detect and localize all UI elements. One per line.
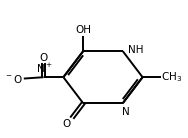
Text: O: O [39,53,48,63]
Text: OH: OH [75,25,91,35]
Text: NH: NH [128,46,144,55]
Text: N: N [122,107,129,117]
Text: CH$_3$: CH$_3$ [161,70,183,84]
Text: N$^+$: N$^+$ [36,62,53,75]
Text: $^-$O: $^-$O [4,73,23,85]
Text: O: O [62,119,70,129]
